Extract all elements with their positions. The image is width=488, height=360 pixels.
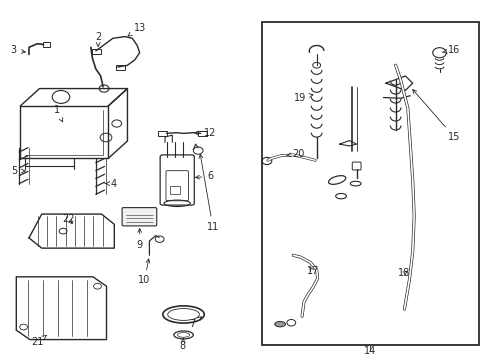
Text: 15: 15 [412, 90, 459, 142]
Text: 11: 11 [199, 154, 219, 231]
Text: 9: 9 [136, 229, 142, 249]
Text: 21: 21 [31, 336, 46, 347]
Text: 13: 13 [128, 23, 145, 36]
Text: 5: 5 [11, 166, 25, 176]
Bar [92, 49, 101, 54]
Text: 1: 1 [54, 105, 62, 122]
Bar [158, 131, 166, 135]
Text: 12: 12 [194, 129, 216, 138]
Text: 22: 22 [62, 215, 75, 224]
Bar [169, 186, 179, 194]
Bar [42, 42, 50, 46]
Text: 14: 14 [364, 346, 376, 356]
Bar [261, 22, 478, 345]
Text: 16: 16 [442, 45, 459, 55]
Text: 19: 19 [293, 93, 312, 103]
Text: 18: 18 [398, 268, 410, 278]
Text: 20: 20 [286, 149, 304, 159]
Text: 8: 8 [179, 338, 185, 351]
Text: 10: 10 [138, 259, 150, 285]
FancyBboxPatch shape [122, 208, 157, 226]
Bar [116, 65, 124, 69]
Text: 4: 4 [105, 179, 117, 189]
Text: 2: 2 [95, 32, 101, 46]
Text: 6: 6 [195, 171, 213, 181]
Text: 3: 3 [11, 45, 25, 55]
Bar [198, 131, 206, 135]
Text: 17: 17 [306, 266, 318, 276]
Ellipse shape [274, 321, 285, 327]
Text: 7: 7 [189, 317, 201, 329]
